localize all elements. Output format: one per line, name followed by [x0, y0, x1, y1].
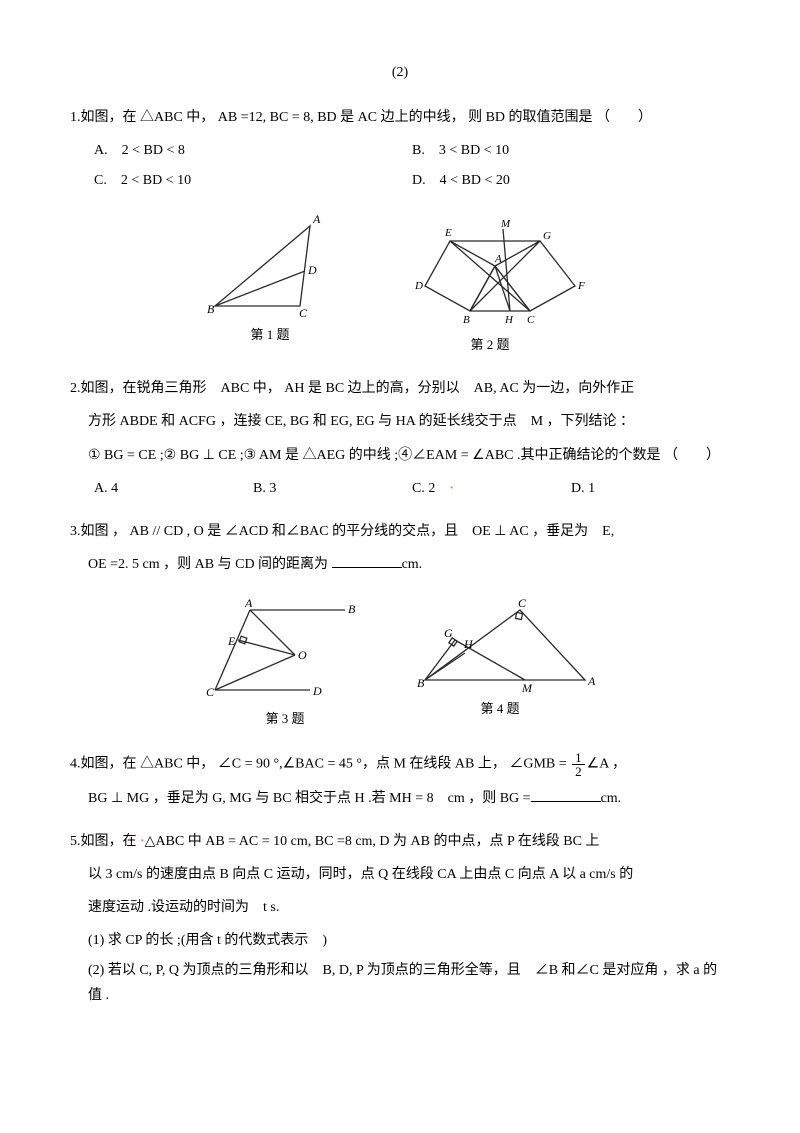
q2-option-d: D. 1: [571, 476, 730, 501]
question-5: 5.如图，在 ·△ABC 中 AB = AC = 10 cm, BC =8 cm…: [70, 829, 730, 1008]
svg-text:D: D: [414, 280, 423, 292]
q1-option-c: C. 2 < BD < 10: [94, 168, 412, 193]
q1-option-b: B. 3 < BD < 10: [412, 138, 730, 163]
svg-text:A: A: [587, 674, 596, 688]
q5-line1: 5.如图，在 ·△ABC 中 AB = AC = 10 cm, BC =8 cm…: [70, 829, 730, 854]
svg-text:O: O: [298, 648, 307, 662]
figures-row-2: A B E O C D 第 3 题 C G H B: [70, 595, 730, 730]
q3-blank: [332, 553, 402, 568]
svg-text:A: A: [244, 596, 253, 610]
svg-text:G: G: [444, 626, 453, 640]
svg-text:F: F: [577, 280, 585, 292]
svg-text:E: E: [227, 634, 236, 648]
q1-option-d: D. 4 < BD < 20: [412, 168, 730, 193]
figure-3-svg: A B E O C D: [200, 595, 370, 705]
q2-options: A. 4 B. 3 C. 2 · D. 1: [70, 476, 730, 501]
question-4: 4.如图，在 △ABC 中， ∠C = 90 °,∠BAC = 45 °，点 M…: [70, 751, 730, 811]
svg-text:E: E: [444, 227, 452, 239]
q1-option-a: A. 2 < BD < 8: [94, 138, 412, 163]
q2-line1: 2.如图，在锐角三角形 ABC 中， AH 是 BC 边上的高，分别以 AB, …: [70, 376, 730, 401]
q2-option-c: C. 2 ·: [412, 476, 571, 501]
svg-text:C: C: [518, 596, 527, 610]
question-3: 3.如图 ， AB // CD , O 是 ∠ACD 和∠BAC 的平分线的交点…: [70, 519, 730, 577]
fraction-half: 12: [572, 751, 585, 778]
svg-text:B: B: [348, 602, 356, 616]
svg-text:C: C: [299, 306, 308, 320]
figure-3: A B E O C D 第 3 题: [200, 595, 370, 730]
figures-row-1: A D B C 第 1 题: [70, 211, 730, 356]
figure-1: A D B C 第 1 题: [195, 211, 345, 356]
figure-2: E M G D A F B H C 第 2 题: [375, 211, 605, 356]
figure-4-svg: C G H B M A: [400, 595, 600, 695]
svg-text:C: C: [527, 314, 535, 326]
orange-dot-icon: ·: [449, 481, 454, 496]
q2-option-a: A. 4: [94, 476, 253, 501]
figure-4: C G H B M A 第 4 题: [400, 595, 600, 730]
question-2: 2.如图，在锐角三角形 ABC 中， AH 是 BC 边上的高，分别以 AB, …: [70, 376, 730, 501]
q4-line2: BG ⊥ MG ，垂足为 G, MG 与 BC 相交于点 H .若 MH = 8…: [70, 786, 730, 811]
svg-text:D: D: [312, 684, 322, 698]
svg-text:G: G: [543, 230, 551, 242]
svg-text:A: A: [312, 212, 321, 226]
q5-line3: 速度运动 .设运动的时间为 t s.: [70, 895, 730, 920]
svg-text:M: M: [500, 218, 511, 230]
svg-text:A: A: [494, 253, 502, 265]
figure-1-caption: 第 1 题: [195, 323, 345, 346]
q1-options-row2: C. 2 < BD < 10 D. 4 < BD < 20: [70, 168, 730, 193]
figure-2-caption: 第 2 题: [375, 333, 605, 356]
svg-text:H: H: [463, 637, 474, 651]
q4-blank: [531, 787, 601, 802]
figure-2-svg: E M G D A F B H C: [375, 211, 605, 331]
page-number: (2): [70, 60, 730, 85]
q5-sub2: (2) 若以 C, P, Q 为顶点的三角形和以 B, D, P 为顶点的三角形…: [70, 958, 730, 1008]
q3-line2: OE =2. 5 cm ，则 AB 与 CD 间的距离为 cm.: [70, 552, 730, 577]
q1-options-row1: A. 2 < BD < 8 B. 3 < BD < 10: [70, 138, 730, 163]
q1-text: 1.如图，在 △ABC 中， AB =12, BC = 8, BD 是 AC 边…: [70, 105, 730, 130]
figure-3-caption: 第 3 题: [200, 707, 370, 730]
svg-text:M: M: [521, 681, 533, 695]
svg-text:D: D: [307, 263, 317, 277]
q3-line1: 3.如图 ， AB // CD , O 是 ∠ACD 和∠BAC 的平分线的交点…: [70, 519, 730, 544]
svg-text:H: H: [504, 314, 514, 326]
figure-4-caption: 第 4 题: [400, 697, 600, 720]
q4-line1: 4.如图，在 △ABC 中， ∠C = 90 °,∠BAC = 45 °，点 M…: [70, 751, 730, 778]
svg-text:C: C: [206, 685, 215, 699]
q5-line2: 以 3 cm/s 的速度由点 B 向点 C 运动，同时，点 Q 在线段 CA 上…: [70, 862, 730, 887]
q2-line3: ① BG = CE ;② BG ⊥ CE ;③ AM 是 △AEG 的中线 ;④…: [70, 443, 730, 468]
svg-text:B: B: [417, 676, 425, 690]
q5-sub1: (1) 求 CP 的长 ;(用含 t 的代数式表示 ): [70, 928, 730, 953]
question-1: 1.如图，在 △ABC 中， AB =12, BC = 8, BD 是 AC 边…: [70, 105, 730, 193]
q2-line2: 方形 ABDE 和 ACFG ，连接 CE, BG 和 EG, EG 与 HA …: [70, 409, 730, 434]
svg-text:B: B: [207, 302, 215, 316]
q2-option-b: B. 3: [253, 476, 412, 501]
svg-text:B: B: [463, 314, 470, 326]
figure-1-svg: A D B C: [195, 211, 345, 321]
